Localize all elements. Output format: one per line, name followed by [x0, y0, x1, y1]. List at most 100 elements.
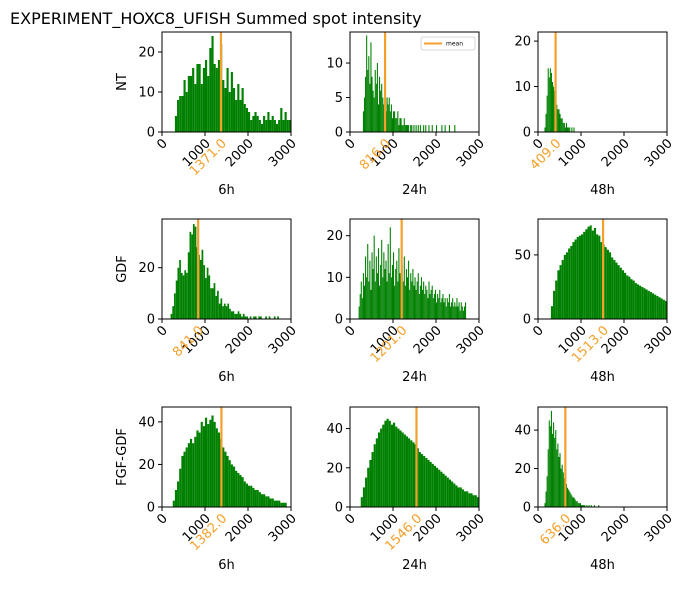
- histogram-bar: [177, 267, 180, 319]
- x-tick-label: 3000: [454, 511, 488, 545]
- y-tick-label: 5: [335, 91, 343, 106]
- histogram-bar: [459, 487, 462, 507]
- histogram-bar: [563, 122, 565, 132]
- histogram-bar: [269, 498, 272, 507]
- histogram-bar: [181, 455, 184, 507]
- histogram-bar: [371, 76, 373, 132]
- histogram-bar: [643, 288, 646, 319]
- histogram-bar: [244, 316, 247, 319]
- histogram-bar: [416, 281, 418, 319]
- histogram-bar: [202, 68, 205, 132]
- histogram-bar: [461, 306, 463, 319]
- histogram-bar: [568, 489, 570, 507]
- histogram-bar: [386, 281, 388, 319]
- histogram-bar: [551, 82, 554, 132]
- histogram-bar: [569, 127, 571, 132]
- histogram-bar: [179, 260, 181, 319]
- histogram-bar: [432, 298, 434, 319]
- histogram-bar: [399, 273, 401, 319]
- histogram-bar: [217, 60, 221, 132]
- y-tick-label: 10: [326, 57, 343, 72]
- histogram-bar: [215, 68, 218, 132]
- histogram-bar: [390, 277, 392, 319]
- histogram-bar: [388, 97, 390, 132]
- y-axis-label: FGF-GDF: [115, 428, 130, 486]
- histogram-bar: [438, 469, 441, 507]
- histogram-bar: [183, 451, 186, 507]
- figure-title: EXPERIMENT_HOXC8_UFISH Summed spot inten…: [10, 9, 422, 29]
- histogram-bar: [362, 487, 366, 507]
- histogram-bar: [557, 443, 559, 507]
- histogram-bar: [553, 86, 555, 132]
- histogram-bar: [453, 483, 456, 507]
- histogram-bar: [550, 72, 552, 132]
- histogram-bar: [265, 496, 268, 507]
- y-tick-label: 20: [138, 261, 155, 276]
- histogram-bar: [366, 277, 368, 319]
- histogram-bar: [468, 493, 471, 507]
- histogram-bar: [457, 487, 460, 507]
- histogram-bar: [374, 281, 376, 319]
- histogram-bar: [544, 503, 546, 507]
- histogram-bar: [177, 481, 180, 507]
- histogram-bar: [370, 42, 372, 132]
- histogram-bar: [606, 249, 609, 319]
- histogram-bar: [206, 267, 209, 319]
- histogram-bar: [455, 485, 458, 507]
- histogram-bar: [226, 455, 229, 507]
- histogram-bar: [273, 120, 276, 132]
- histogram-bar: [372, 90, 374, 132]
- x-axis-label: 6h: [218, 558, 235, 573]
- histogram-bar: [425, 285, 427, 319]
- x-tick-label: 3000: [642, 511, 676, 545]
- histogram-bar: [375, 438, 378, 507]
- histogram-bar: [375, 256, 377, 319]
- histogram-bar: [246, 316, 248, 319]
- histogram-bar: [198, 432, 201, 507]
- histogram-bar: [230, 311, 233, 319]
- histogram-bar: [372, 269, 374, 319]
- histogram-bar: [418, 452, 421, 507]
- histogram-bar: [388, 420, 391, 507]
- histogram-bar: [624, 272, 627, 319]
- histogram-bar: [235, 470, 238, 507]
- histogram-bar: [445, 306, 447, 319]
- histogram-bar: [564, 127, 566, 132]
- y-tick-label: 0: [147, 313, 155, 328]
- histogram-bar: [232, 311, 235, 319]
- histogram-bar: [660, 298, 663, 319]
- histogram-bar: [371, 252, 373, 319]
- histogram-bar: [174, 116, 178, 132]
- histogram-bar: [572, 497, 574, 507]
- histogram-bar: [420, 277, 423, 319]
- histogram-bar: [422, 289, 424, 319]
- y-tick-label: 10: [514, 80, 531, 95]
- histogram-bar: [455, 306, 457, 319]
- histogram-bar: [583, 505, 585, 507]
- plot-frame: [537, 406, 668, 508]
- histogram-bar: [581, 234, 584, 319]
- histogram-bar: [237, 311, 240, 319]
- histogram-bar: [181, 96, 184, 132]
- histogram-bar: [365, 256, 367, 319]
- histogram-bar: [436, 125, 438, 132]
- histogram-bar: [275, 124, 279, 132]
- histogram-bar: [433, 465, 436, 507]
- histogram-bar: [393, 422, 396, 507]
- histogram-bar: [405, 125, 407, 132]
- histogram-bar: [645, 289, 648, 319]
- histogram-bar: [252, 487, 255, 507]
- histogram-bar: [413, 285, 415, 319]
- x-tick-label: 2000: [223, 511, 257, 545]
- histogram-bar: [568, 248, 571, 319]
- histogram-bar: [632, 280, 635, 319]
- histogram-bar: [557, 270, 560, 319]
- histogram-bar: [561, 260, 564, 319]
- x-axis-label: 48h: [590, 558, 615, 573]
- histogram-bar: [232, 88, 236, 132]
- histogram-bar: [558, 109, 560, 132]
- histogram-bar: [377, 104, 380, 132]
- histogram-bar: [185, 447, 188, 507]
